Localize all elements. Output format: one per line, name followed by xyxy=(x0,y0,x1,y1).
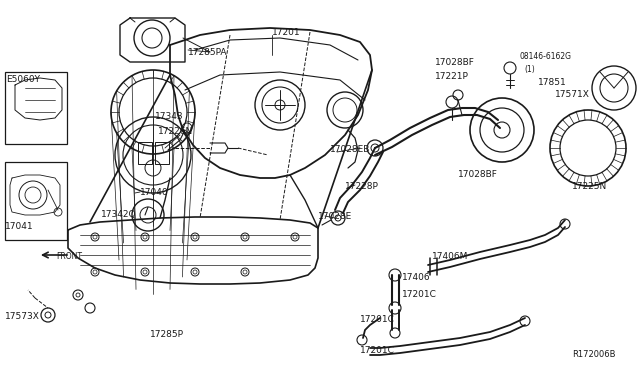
Text: E5060Y: E5060Y xyxy=(6,75,40,84)
Text: R172006B: R172006B xyxy=(572,350,616,359)
Text: 17028EB: 17028EB xyxy=(330,145,371,154)
Text: 08146-6162G: 08146-6162G xyxy=(520,52,572,61)
Text: 17225N: 17225N xyxy=(572,182,607,191)
Bar xyxy=(5,162,67,240)
Text: 17226N: 17226N xyxy=(158,127,193,136)
Text: 17571X: 17571X xyxy=(555,90,590,99)
Text: 17406M: 17406M xyxy=(432,252,468,261)
Text: 17406: 17406 xyxy=(402,273,431,282)
Text: 17041: 17041 xyxy=(5,222,34,231)
Text: FRONT: FRONT xyxy=(56,252,82,261)
Text: 17201: 17201 xyxy=(272,28,301,37)
Text: 17221P: 17221P xyxy=(435,72,469,81)
Text: (1): (1) xyxy=(524,65,535,74)
Text: 17201C: 17201C xyxy=(360,315,395,324)
Text: 17285PA: 17285PA xyxy=(188,48,227,57)
Text: 17028BF: 17028BF xyxy=(435,58,475,67)
Bar xyxy=(138,142,152,164)
Text: 17342Q: 17342Q xyxy=(101,210,136,219)
Text: 17201C: 17201C xyxy=(360,346,395,355)
Text: 17343: 17343 xyxy=(155,112,184,121)
Bar xyxy=(155,142,169,164)
Text: 17851: 17851 xyxy=(538,78,567,87)
Text: 17040: 17040 xyxy=(140,188,168,197)
Text: 17228P: 17228P xyxy=(345,182,379,191)
Text: 17028BF: 17028BF xyxy=(458,170,498,179)
Text: 17201C: 17201C xyxy=(402,290,437,299)
Text: 17573X: 17573X xyxy=(5,312,40,321)
Text: 17028E: 17028E xyxy=(318,212,352,221)
Bar xyxy=(5,72,67,144)
Text: 17285P: 17285P xyxy=(150,330,184,339)
